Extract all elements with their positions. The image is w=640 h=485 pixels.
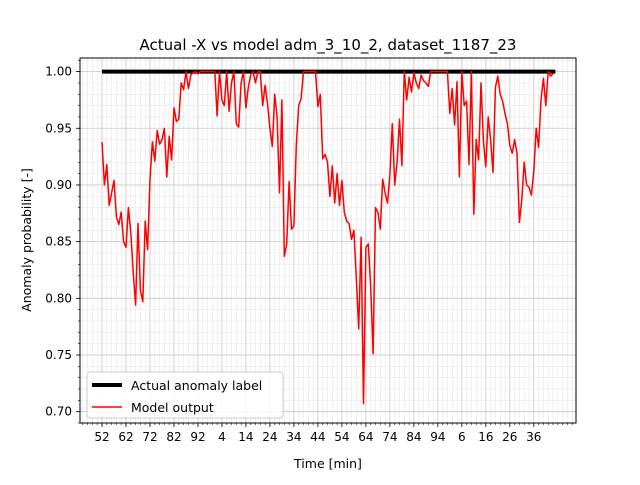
chart-title: Actual -X vs model adm_3_10_2, dataset_1… [140,36,517,55]
x-tick-label: 44 [310,430,325,444]
x-tick-label: 36 [526,430,541,444]
x-tick-label: 74 [382,430,397,444]
y-tick-label: 0.70 [45,405,72,419]
x-tick-label: 84 [406,430,421,444]
x-tick-label: 54 [334,430,349,444]
x-tick-label: 62 [118,430,133,444]
legend-label-model: Model output [131,400,214,415]
series-layer [101,69,556,405]
x-tick-label: 4 [218,430,226,444]
x-tick-label: 26 [502,430,517,444]
y-tick-label: 0.85 [45,235,72,249]
x-tick-label: 14 [238,430,253,444]
axis-ticks: 52 62 72 82 92 4 14 24 34 44 54 64 74 84 94 6 16 26 36 0.70… [45,59,573,444]
x-tick-label: 92 [190,430,205,444]
y-tick-label: 1.00 [45,65,72,79]
legend-label-actual: Actual anomaly label [131,378,262,393]
legend-box [86,371,284,419]
x-tick-label: 64 [358,430,373,444]
y-tick-label: 0.90 [45,178,72,192]
x-tick-label: 6 [458,430,466,444]
x-tick-label: 34 [286,430,301,444]
x-tick-label: 24 [262,430,277,444]
x-tick-label: 52 [94,430,109,444]
y-tick-label: 0.80 [45,291,72,305]
legend: Actual anomaly label Model output [86,371,284,419]
y-axis-label: Anomaly probability [-] [19,168,34,312]
x-axis-label: Time [min] [293,456,362,471]
x-tick-label: 94 [430,430,445,444]
x-tick-label: 82 [166,430,181,444]
x-tick-label: 16 [478,430,493,444]
y-tick-label: 0.95 [45,121,72,135]
x-tick-label: 72 [142,430,157,444]
plot-frame [79,57,577,424]
y-tick-label: 0.75 [45,348,72,362]
series-line-model [101,70,554,405]
